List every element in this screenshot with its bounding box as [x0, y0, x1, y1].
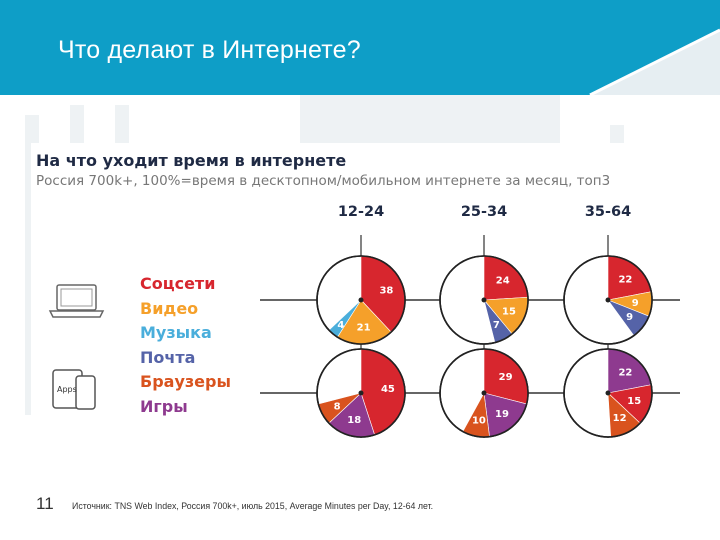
data-label: 9 — [632, 298, 639, 309]
pie-desktop-12-24: 38 21 4 — [316, 255, 406, 345]
pie-center-dot — [481, 297, 487, 303]
legend-item: Музыка — [140, 323, 212, 342]
laptop-icon — [48, 284, 105, 318]
pie-center-dot — [358, 297, 364, 303]
page-number: 11 — [36, 494, 54, 513]
chart-subtitle: Россия 700k+, 100%=время в десктопном/мо… — [36, 173, 611, 189]
pie-ring — [439, 255, 529, 345]
data-label: 18 — [347, 415, 361, 426]
pie-desktop-25-34: 24 157 — [439, 255, 529, 345]
column-header: 12-24 — [338, 204, 384, 220]
data-label: 24 — [496, 276, 510, 287]
legend-item: Игры — [140, 396, 188, 416]
legend-item: Видео — [140, 298, 199, 318]
pie-desktop-35-64: 22 9 9 — [563, 255, 653, 345]
legend-item: Почта — [140, 347, 196, 367]
phone-tablet-icon: Apps — [52, 369, 96, 410]
pie-ring — [563, 348, 653, 438]
data-label: 4 — [337, 320, 344, 331]
data-label: 19 — [495, 409, 509, 420]
pie-mobile-25-34: 29 19 10 — [439, 348, 529, 438]
pie-ring — [316, 348, 406, 438]
slide-title: Что делают в Интернете? — [58, 36, 361, 64]
data-label: 22 — [618, 368, 632, 379]
data-label: 7 — [493, 320, 500, 331]
pie-ring — [316, 255, 406, 345]
pie-mobile-12-24: 45 18 8 — [316, 348, 406, 438]
pie-ring — [439, 348, 529, 438]
data-label: 15 — [502, 306, 516, 317]
pie-center-dot — [605, 297, 611, 303]
legend-item: Соцсети — [140, 274, 216, 293]
data-label: 22 — [618, 275, 632, 286]
legend: Соцсети Видео Музыка Почта Браузеры Игры — [140, 272, 231, 419]
data-label: 12 — [613, 413, 627, 424]
data-label: 21 — [357, 323, 371, 334]
chart-title: На что уходит время в интернете — [36, 151, 347, 170]
pie-center-dot — [481, 390, 487, 396]
data-label: 38 — [379, 286, 393, 297]
legend-item: Браузеры — [140, 372, 231, 391]
pie-center-dot — [358, 390, 364, 396]
data-label: 15 — [627, 396, 641, 407]
pie-center-dot — [605, 390, 611, 396]
header-band — [0, 0, 720, 95]
column-header: 25-34 — [461, 204, 507, 220]
data-label: 10 — [472, 415, 486, 426]
apps-label: Apps — [57, 385, 77, 394]
source-note: Источник: TNS Web Index, Россия 700k+, и… — [72, 501, 434, 511]
data-label: 8 — [334, 402, 341, 413]
column-header: 35-64 — [585, 204, 631, 220]
data-label: 9 — [626, 312, 633, 323]
pie-ring — [563, 255, 653, 345]
data-label: 29 — [499, 372, 513, 383]
data-label: 45 — [381, 384, 395, 395]
